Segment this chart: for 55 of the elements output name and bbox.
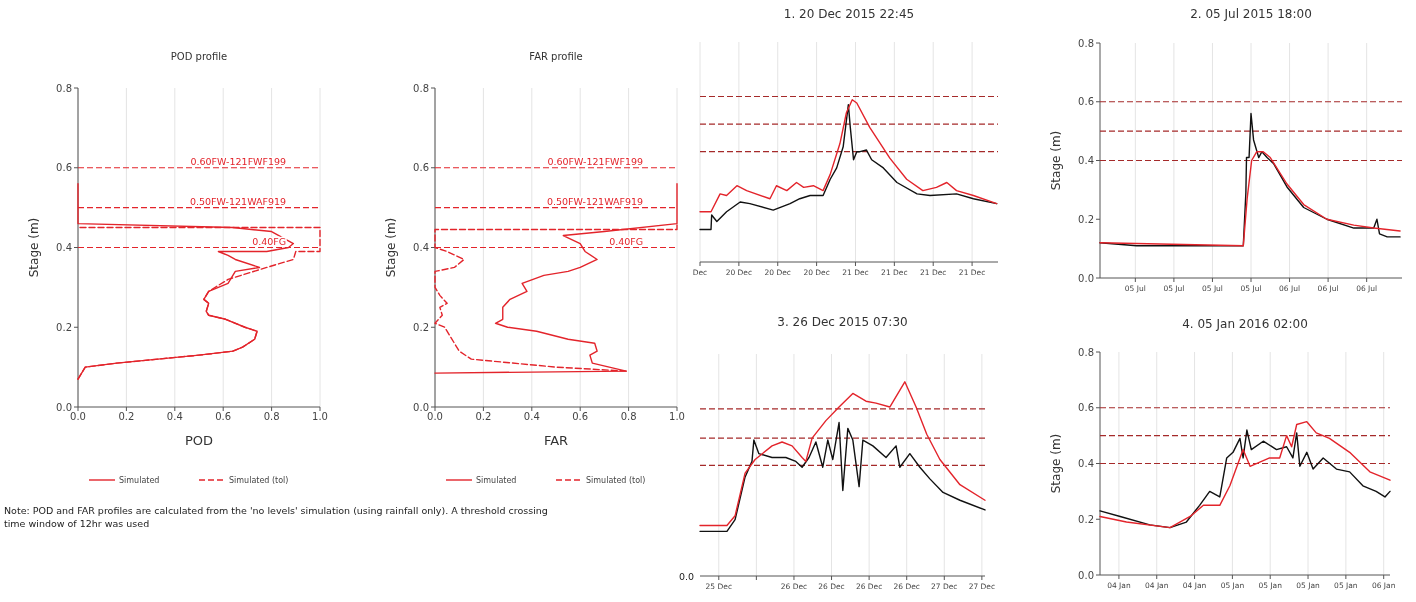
x-axis-title: POD (184, 433, 214, 448)
x-tick-label: 0.2 (475, 411, 492, 422)
chart-title: 3. 26 Dec 2015 07:30 (777, 315, 908, 329)
y-tick-label: 0.6 (413, 162, 429, 174)
y-axis-title: Stage (m) (1049, 130, 1063, 191)
y-tick-label: 0.0 (413, 401, 429, 413)
y-tick-label: 0.6 (1078, 96, 1094, 108)
y-tick-label: 0.2 (413, 321, 429, 333)
y-tick-label: 0.8 (1078, 346, 1094, 358)
ref-line-label: 0.60FW-121FWF199 (190, 155, 287, 167)
y-axis-title: Stage (m) (1049, 433, 1063, 494)
x-tick-label: 0.0 (70, 411, 86, 422)
y-tick-label: 0.2 (1078, 213, 1094, 225)
chart-title: POD profile (170, 51, 228, 62)
x-tick-label: 0.2 (118, 411, 135, 422)
x-tick-label: 0.6 (215, 411, 232, 422)
chart-title: 2. 05 Jul 2015 18:00 (1190, 7, 1312, 21)
y-tick-label: 0.8 (1078, 37, 1094, 49)
x-axis-title: FAR (543, 433, 569, 448)
y-tick-label: 0.2 (1078, 513, 1094, 525)
text: Note: POD and FAR profiles are calculated from the 'no levels' simulation (using rainfall only). A threshold crossing time window of 12hr was used (4, 505, 548, 529)
y-axis-title: Stage (m) (27, 217, 41, 278)
legend-label: Simulated (tol) (229, 476, 289, 485)
x-tick-label: 1.0 (312, 411, 328, 422)
y-tick-label: 0.4 (413, 242, 429, 253)
ref-line-label: 0.40FG (609, 235, 644, 247)
ref-line-label: 0.60FW-121FWF199 (547, 155, 644, 167)
y-tick-label: 0.6 (1078, 402, 1094, 414)
y-axis-title: Stage (m) (384, 217, 398, 278)
legend-label: Simulated (119, 476, 160, 485)
y-tick-label: 0.8 (56, 82, 72, 94)
y-tick-label: 0.8 (413, 82, 429, 94)
chart-title: 4. 05 Jan 2016 02:00 (1182, 317, 1308, 331)
y-tick-label: 0.4 (1078, 458, 1094, 469)
ref-line-label: 0.40FG (252, 235, 287, 247)
ref-line-label: 0.50FW-121WAF919 (546, 195, 644, 207)
x-tick-label: 0.4 (166, 411, 183, 422)
x-tick-label: 0.8 (620, 411, 637, 422)
y-tick-label: 0.0 (1078, 569, 1094, 581)
y-tick-label: 0.6 (56, 162, 72, 174)
x-tick-label: 1.0 (669, 411, 685, 422)
y-tick-label: 0.2 (56, 321, 72, 333)
chart-title: FAR profile (529, 51, 583, 62)
legend-label: Simulated (476, 476, 517, 485)
chart-title: 1. 20 Dec 2015 22:45 (783, 7, 915, 21)
y-tick-label: 0.4 (56, 242, 72, 253)
x-tick-label: 0.6 (572, 411, 589, 422)
ref-line-label: 0.50FW-121WAF919 (189, 195, 287, 207)
y-tick-label: 0.0 (56, 401, 72, 413)
x-tick-label: 0.8 (263, 411, 280, 422)
x-tick-label: 0.0 (427, 411, 443, 422)
y-tick-label: 0.4 (1078, 155, 1094, 166)
x-tick-label: 0.4 (523, 411, 540, 422)
legend-label: Simulated (tol) (586, 476, 646, 485)
text: 0.0 (678, 571, 694, 582)
